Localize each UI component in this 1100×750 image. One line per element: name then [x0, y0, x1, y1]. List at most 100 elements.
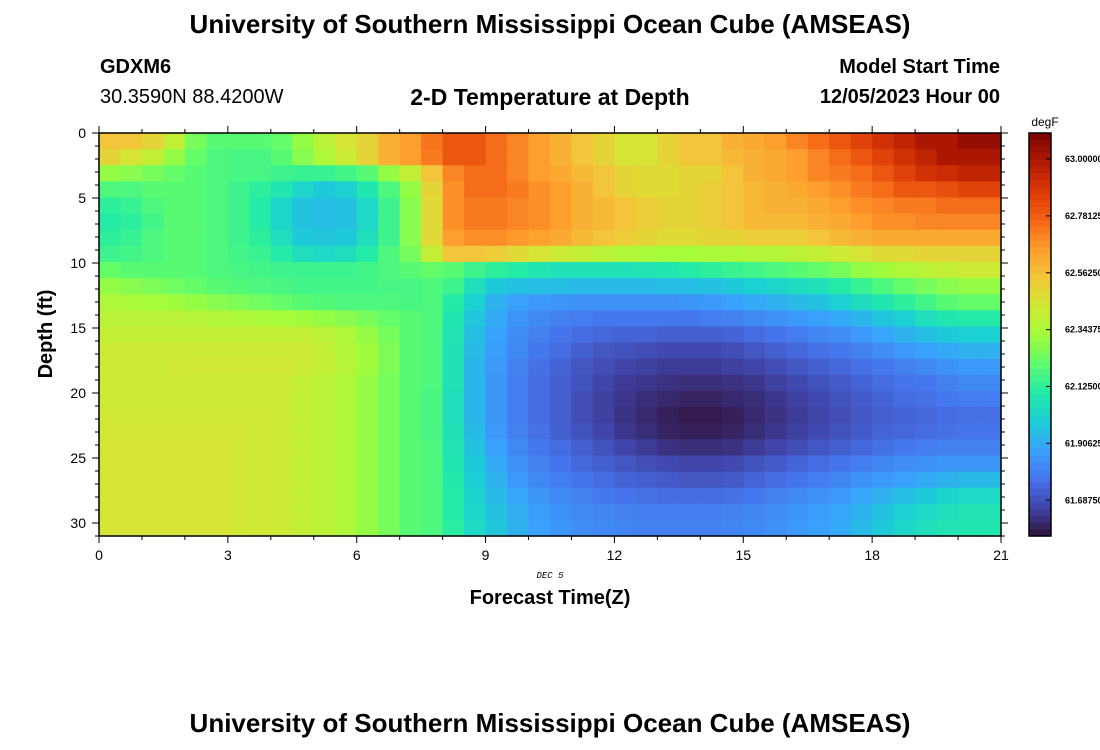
heatmap-cell [378, 455, 401, 473]
heatmap-cell [163, 471, 186, 489]
heatmap-cell [442, 181, 465, 199]
heatmap-cell [893, 358, 916, 376]
heatmap-cell [807, 407, 830, 424]
heatmap-cell [743, 229, 766, 247]
x-tick-label: 18 [864, 547, 880, 563]
heatmap-cell [184, 213, 207, 231]
heatmap-cell [721, 310, 744, 328]
heatmap-cell [378, 165, 401, 182]
heatmap-cell [678, 294, 701, 311]
heatmap-cell [678, 326, 701, 344]
heatmap-cell [378, 181, 401, 199]
heatmap-cell [958, 213, 981, 231]
heatmap-cell [872, 455, 895, 473]
heatmap-cell [550, 455, 573, 473]
heatmap-cell [528, 278, 551, 295]
colorbar-tick-label: 62.34375 [1065, 325, 1100, 335]
heatmap-cell [936, 181, 959, 199]
heatmap-cell [657, 245, 680, 263]
heatmap-cell [313, 261, 336, 279]
heatmap-cell [829, 390, 852, 408]
heatmap-cell [99, 197, 122, 215]
heatmap-cell [99, 133, 122, 150]
heatmap-cell [786, 261, 809, 279]
heatmap-cell [764, 390, 787, 408]
heatmap-cell [893, 471, 916, 489]
heatmap-cell [227, 294, 250, 311]
heatmap-cell [227, 423, 250, 440]
heatmap-cell [464, 487, 487, 505]
heatmap-cell [227, 487, 250, 505]
heatmap-cell [335, 455, 358, 473]
heatmap-cell [614, 439, 637, 456]
heatmap-cell [786, 294, 809, 311]
heatmap-cell [829, 278, 852, 295]
heatmap-cell [614, 326, 637, 344]
heatmap-cell [807, 390, 830, 408]
heatmap-cell [421, 423, 444, 440]
heatmap-cell [592, 390, 616, 408]
heatmap-cell [915, 165, 938, 182]
colorbar-swatch [1029, 495, 1051, 504]
heatmap-cell [528, 245, 551, 263]
heatmap-cell [936, 455, 959, 473]
heatmap-cell [356, 326, 379, 344]
heatmap-cell [635, 133, 658, 150]
heatmap-cell [120, 197, 143, 215]
heatmap-cell [850, 326, 873, 344]
colorbar-tick-label: 61.68750 [1065, 495, 1100, 505]
heatmap-cell [184, 390, 207, 408]
heatmap-cell [678, 503, 701, 521]
heatmap-cell [893, 245, 916, 263]
plot-frame [98, 132, 1002, 537]
heatmap-cell [206, 278, 229, 295]
heatmap-cell [700, 455, 723, 473]
heatmap-cell [507, 358, 530, 376]
heatmap-cell [915, 407, 938, 424]
colorbar-swatch [1029, 368, 1051, 376]
heatmap-cell [700, 245, 723, 263]
x-tick-label: 0 [95, 547, 103, 563]
heatmap-cell [614, 390, 637, 408]
heatmap-cell [764, 519, 787, 537]
heatmap-cell [141, 342, 165, 360]
heatmap-cell [635, 519, 658, 537]
colorbar-swatch [1029, 213, 1051, 221]
heatmap-cell [442, 165, 465, 182]
heatmap-cell [850, 519, 873, 537]
heatmap-cell [958, 229, 981, 247]
heatmap-cell [421, 455, 444, 473]
x-tick-label: 21 [993, 547, 1009, 563]
heatmap-cell [850, 487, 873, 505]
heatmap-cell [700, 149, 723, 166]
heatmap-cell [292, 245, 315, 263]
heatmap-cell [378, 245, 401, 263]
heatmap-cell [743, 294, 766, 311]
heatmap-cell [829, 197, 852, 215]
heatmap-cell [399, 278, 422, 295]
x-tick-label: 9 [482, 547, 490, 563]
heatmap-cell [614, 503, 637, 521]
heatmap-cell [528, 294, 551, 311]
heatmap-cell [442, 407, 465, 424]
heatmap-cell [184, 342, 207, 360]
heatmap-cell [550, 519, 573, 537]
heatmap-cell [614, 519, 637, 537]
colorbar-swatch [1029, 159, 1051, 168]
heatmap-cell [829, 149, 852, 166]
heatmap-cell [249, 326, 272, 344]
heatmap-cell [592, 278, 616, 295]
heatmap-cell [592, 503, 616, 521]
heatmap-cell [893, 439, 916, 456]
colorbar-swatch [1029, 267, 1051, 275]
heatmap-cell [786, 487, 809, 505]
heatmap-cell [678, 390, 701, 408]
heatmap-cell [786, 213, 809, 231]
heatmap-cell [872, 261, 895, 279]
heatmap-cell [721, 326, 744, 344]
heatmap-cell [464, 229, 487, 247]
heatmap-cell [313, 407, 336, 424]
heatmap-cell [313, 503, 336, 521]
heatmap-cell [120, 149, 143, 166]
